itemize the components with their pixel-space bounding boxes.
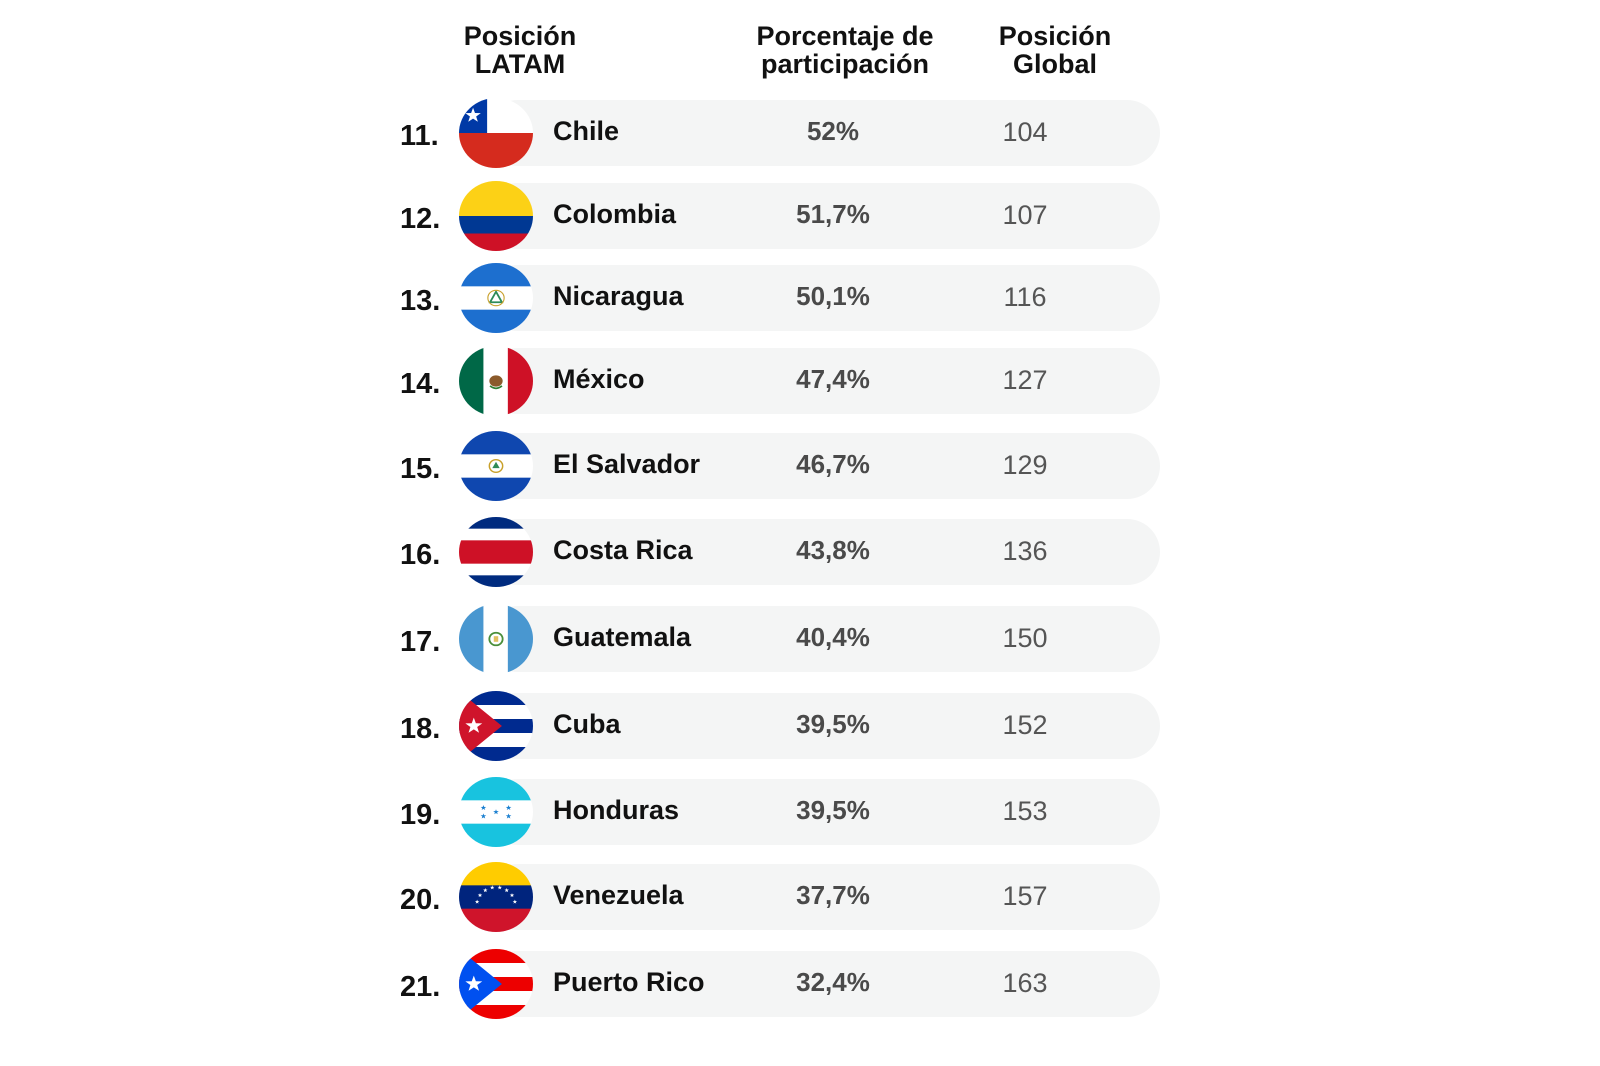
country-name: Colombia — [553, 199, 677, 229]
row-background — [485, 606, 1160, 672]
chile-flag-icon — [459, 98, 533, 168]
rank-label: 21. — [400, 971, 441, 1003]
global-position-value: 136 — [1002, 536, 1048, 566]
global-position-value: 107 — [1002, 200, 1048, 230]
rank-label: 13. — [400, 285, 441, 317]
header-percentage-line1: Porcentaje de — [756, 21, 934, 51]
table-row: 20. Venezuela 37,7% 157 — [400, 862, 1160, 932]
country-name: Honduras — [553, 795, 680, 825]
row-background — [485, 519, 1160, 585]
global-position-value: 116 — [1003, 282, 1047, 312]
header-position-global-line1: Posición — [998, 21, 1112, 51]
table-row: 13. Nicaragua 50,1% 116 — [400, 263, 1160, 333]
percentage-value: 51,7% — [796, 199, 870, 229]
row-background — [485, 348, 1160, 414]
header-position-latam-line2: LATAM — [474, 49, 566, 79]
country-name: Venezuela — [553, 880, 684, 910]
percentage-value: 47,4% — [796, 364, 870, 394]
rank-label: 19. — [400, 799, 441, 831]
colombia-flag-icon — [459, 181, 533, 251]
percentage-value: 39,5% — [796, 795, 870, 825]
row-background — [485, 183, 1160, 249]
row-background — [485, 265, 1160, 331]
venezuela-flag-icon — [459, 862, 533, 932]
global-position-value: 163 — [1002, 968, 1048, 998]
country-name: Puerto Rico — [553, 967, 705, 997]
rank-label: 14. — [400, 368, 441, 400]
global-position-value: 153 — [1002, 796, 1048, 826]
rank-label: 16. — [400, 539, 441, 571]
row-background — [485, 693, 1160, 759]
percentage-value: 39,5% — [796, 709, 870, 739]
rank-label: 15. — [400, 453, 441, 485]
rank-label: 18. — [400, 713, 441, 745]
percentage-value: 43,8% — [796, 535, 870, 565]
table-row: 16. Costa Rica 43,8% 136 — [400, 517, 1160, 587]
row-background — [485, 864, 1160, 930]
percentage-value: 32,4% — [796, 967, 870, 997]
row-background — [485, 779, 1160, 845]
global-position-value: 157 — [1002, 881, 1048, 911]
nicaragua-flag-icon — [459, 263, 533, 333]
row-background — [485, 100, 1160, 166]
header-percentage-line2: participación — [760, 49, 930, 79]
header-position-latam-line1: Posición — [463, 21, 577, 51]
row-background — [485, 951, 1160, 1017]
table-row: 11. Chile 52% 104 — [400, 98, 1160, 168]
percentage-value: 40,4% — [796, 622, 870, 652]
percentage-value: 50,1% — [796, 281, 870, 311]
mexico-flag-icon — [459, 346, 533, 416]
honduras-flag-icon — [459, 777, 533, 847]
costa-rica-flag-icon — [459, 517, 533, 587]
global-position-value: 104 — [1002, 117, 1048, 147]
header-percentage: Porcentaje de participación — [725, 22, 965, 78]
percentage-value: 37,7% — [796, 880, 870, 910]
header-position-latam: Posición LATAM — [440, 22, 600, 78]
global-position-value: 150 — [1002, 623, 1048, 653]
header-position-global: Posición Global — [980, 22, 1130, 78]
country-name: Guatemala — [553, 622, 692, 652]
guatemala-flag-icon — [459, 604, 533, 674]
percentage-value: 52% — [806, 116, 860, 146]
rank-label: 17. — [400, 626, 441, 658]
country-name: Chile — [553, 116, 620, 146]
table-row: 19. Honduras 39,5% 153 — [400, 777, 1160, 847]
global-position-value: 127 — [1002, 365, 1048, 395]
country-name: Costa Rica — [553, 535, 693, 565]
table-row: 15. El Salvador 46,7% 129 — [400, 431, 1160, 501]
global-position-value: 129 — [1002, 450, 1048, 480]
table-row: 18. Cuba 39,5% 152 — [400, 691, 1160, 761]
puerto-rico-flag-icon — [459, 949, 533, 1019]
table-row: 21. Puerto Rico 32,4% 163 — [400, 949, 1160, 1019]
global-position-value: 152 — [1002, 710, 1048, 740]
table-row: 12. Colombia 51,7% 107 — [400, 181, 1160, 251]
country-name: Nicaragua — [553, 281, 684, 311]
table-row: 14. México 47,4% 127 — [400, 346, 1160, 416]
rank-label: 20. — [400, 884, 441, 916]
percentage-value: 46,7% — [796, 449, 870, 479]
country-name: México — [553, 364, 645, 394]
table-row: 17. Guatemala 40,4% 150 — [400, 604, 1160, 674]
rank-label: 11. — [400, 120, 439, 152]
el-salvador-flag-icon — [459, 431, 533, 501]
country-name: El Salvador — [553, 449, 701, 479]
country-name: Cuba — [553, 709, 621, 739]
cuba-flag-icon — [459, 691, 533, 761]
rank-label: 12. — [400, 203, 441, 235]
row-background — [485, 433, 1160, 499]
header-position-global-line2: Global — [1012, 49, 1097, 79]
